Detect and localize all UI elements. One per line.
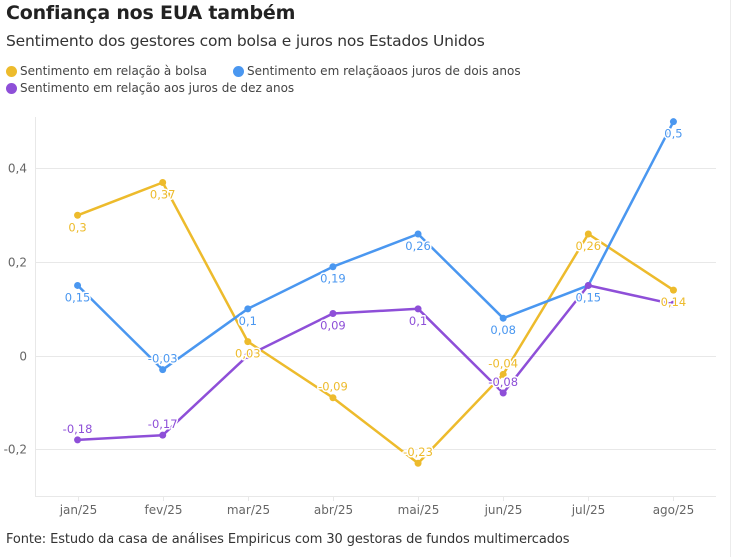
series-line-0: [76, 181, 675, 465]
data-point: [499, 389, 507, 397]
data-point: [159, 366, 167, 374]
data-label: -0,03: [148, 352, 178, 366]
data-label: -0,09: [318, 380, 348, 394]
data-point: [329, 394, 337, 402]
series-line-2: [76, 284, 675, 442]
chart-title: Confiança nos EUA também: [6, 2, 296, 24]
data-label: 0,08: [490, 323, 516, 337]
data-label: -0,23: [403, 445, 433, 459]
data-label: 0,19: [320, 272, 346, 286]
data-point: [499, 370, 507, 378]
data-label: 0,37: [150, 188, 176, 202]
grid-lines: [35, 168, 716, 450]
x-tick-label: mar/25: [227, 503, 270, 517]
legend-marker-juros-dez-anos: [6, 82, 17, 94]
data-point: [584, 230, 592, 238]
data-label: -0,17: [148, 417, 178, 431]
legend-label-juros-dez-anos: Sentimento em relação aos juros de dez a…: [20, 81, 295, 95]
data-point: [669, 118, 677, 126]
x-tick-label: abr/25: [314, 503, 353, 517]
series-line-1: [76, 120, 675, 371]
data-point: [669, 286, 677, 294]
series-group: [74, 118, 677, 467]
y-tick-label: 0: [19, 350, 27, 364]
data-point: [74, 211, 82, 219]
data-label: 0,26: [576, 239, 602, 253]
legend-item-juros-dois-anos[interactable]: Sentimento em relaçãoaos juros de dois a…: [233, 64, 521, 78]
legend-item-bolsa[interactable]: Sentimento em relação à bolsa: [6, 64, 207, 78]
legend-label-bolsa: Sentimento em relação à bolsa: [20, 64, 207, 78]
data-label: 0,15: [65, 290, 91, 304]
x-tick-label: jun/25: [484, 503, 523, 517]
data-label: 0,03: [235, 347, 261, 361]
data-label: -0,08: [488, 375, 518, 389]
data-point: [414, 459, 422, 467]
y-tick-label: 0,4: [8, 162, 27, 176]
x-tick-label: fev/25: [144, 503, 182, 517]
y-tick-label: 0,2: [8, 256, 27, 270]
data-label: 0,3: [68, 220, 86, 234]
data-point: [414, 305, 422, 313]
data-label: 0,1: [239, 314, 257, 328]
data-label: 0,5: [664, 127, 682, 141]
data-point: [244, 338, 252, 346]
data-point: [244, 352, 252, 360]
y-tick-label: -0,2: [4, 443, 27, 457]
data-point: [244, 305, 252, 313]
data-label: -0,18: [63, 422, 93, 436]
frame-border: [730, 0, 731, 557]
data-labels: 0,3 0,37 0,03 -0,09 -0,23 -0,04 0,26 0,14 0,15 -0…: [61, 125, 688, 461]
data-point: [499, 314, 507, 322]
source-note: Fonte: Estudo da casa de análises Empiri…: [6, 532, 570, 547]
data-point: [584, 281, 592, 289]
data-point: [669, 300, 677, 308]
data-label: 0,26: [405, 239, 431, 253]
legend-marker-juros-dois-anos: [233, 65, 244, 77]
x-tick-label: ago/25: [653, 503, 695, 517]
x-tick-label: mai/25: [398, 503, 440, 517]
legend-marker-bolsa: [6, 65, 17, 77]
data-label: 0,14: [661, 295, 687, 309]
x-tick-label: jul/25: [571, 503, 606, 517]
data-point: [329, 263, 337, 271]
data-label: 0,15: [576, 290, 602, 304]
x-tick-label: jan/25: [59, 503, 98, 517]
data-label: 0,09: [320, 319, 346, 333]
data-point: [329, 310, 337, 318]
data-point: [74, 436, 82, 444]
data-label: 0,1: [409, 314, 427, 328]
chart-subtitle: Sentimento dos gestores com bolsa e juro…: [6, 32, 485, 50]
data-label: -0,04: [488, 356, 518, 370]
data-point: [74, 281, 82, 289]
legend-item-juros-dez-anos[interactable]: Sentimento em relação aos juros de dez a…: [6, 81, 294, 95]
data-point: [414, 230, 422, 238]
data-point: [159, 431, 167, 439]
data-point: [159, 179, 167, 187]
legend-label-juros-dois-anos: Sentimento em relaçãoaos juros de dois a…: [247, 64, 521, 78]
axes: -0,2 0 0,2 0,4 jan/25 fev/25 mar/25 abr/25 mai/2…: [4, 117, 716, 517]
